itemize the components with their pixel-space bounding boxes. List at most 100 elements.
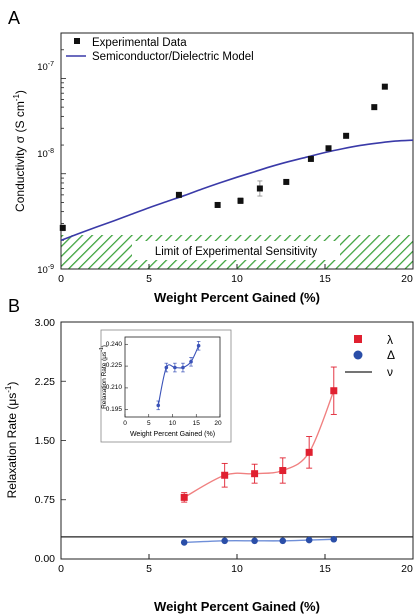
experimental-marker	[59, 224, 66, 231]
delta-marker	[305, 536, 313, 544]
sensitivity-label-box	[132, 241, 340, 260]
lambda-data-point	[180, 492, 188, 503]
experimental-data-point	[343, 132, 350, 139]
panel-a-x-tick-label: 0	[58, 273, 64, 285]
panel-a: A Limit of Experimental Sensitivity 0 5 …	[8, 8, 414, 305]
experimental-marker	[307, 155, 314, 162]
inset-x-tick-labels: 0 5 10 15 20	[123, 420, 222, 427]
model-curve	[61, 139, 413, 242]
experimental-marker	[237, 197, 244, 204]
panel-b-y-tick-label: 3.00	[35, 317, 56, 329]
panel-b-y-ticks	[61, 321, 66, 560]
lambda-marker	[305, 448, 313, 456]
lambda-data-point	[305, 436, 313, 469]
panel-b-y-tick-label: 0.75	[35, 494, 56, 506]
experimental-data-point	[283, 178, 290, 185]
legend-label-model: Semiconductor/Dielectric Model	[92, 51, 254, 63]
inset-data-point	[164, 362, 169, 373]
lambda-marker	[221, 471, 229, 479]
experimental-data-point	[175, 191, 182, 198]
experimental-data-point	[214, 201, 221, 208]
panel-a-frame	[60, 32, 414, 270]
panel-b-x-tick-label: 20	[401, 563, 413, 575]
experimental-marker	[214, 201, 221, 208]
panel-a-label: A	[8, 8, 20, 28]
experimental-data-point	[59, 224, 66, 232]
inset-x-tick-label: 20	[214, 420, 222, 427]
experimental-data-points	[59, 83, 388, 232]
inset-x-tick-label: 5	[147, 420, 151, 427]
inset-background	[100, 329, 232, 443]
inset-ticks	[124, 343, 221, 417]
delta-marker	[251, 537, 258, 545]
panel-b-x-ticks	[60, 554, 414, 559]
inset-data-point	[196, 341, 201, 351]
inset-y-tick-label: 0.225	[106, 362, 123, 369]
panel-a-y-tick-label: 10-8	[37, 148, 54, 160]
inset-x-tick-label: 15	[193, 420, 201, 427]
experimental-data-point	[307, 155, 314, 162]
panel-b-y-tick-labels: 0.00 0.75 1.50 2.25 3.00	[35, 317, 56, 565]
delta-marker	[279, 537, 287, 545]
inset-marker	[156, 403, 161, 408]
panel-b-x-tick-label: 0	[58, 563, 64, 575]
panel-b-y-tick-label: 2.25	[35, 376, 56, 388]
experimental-marker	[283, 178, 290, 185]
inset-x-tick-label: 0	[123, 420, 127, 427]
panel-a-y-axis-label: Conductivity σ (S cm-1)	[12, 90, 27, 212]
sensitivity-label: Limit of Experimental Sensitivity	[155, 246, 318, 258]
experimental-marker	[175, 191, 182, 198]
experimental-marker	[325, 145, 332, 152]
inset-y-tick-label: 0.195	[106, 406, 123, 413]
legend-label-experimental: Experimental Data	[92, 37, 187, 49]
panel-a-x-ticks	[60, 264, 414, 269]
panel-b-x-tick-label: 10	[231, 563, 243, 575]
lambda-marker	[251, 470, 259, 478]
experimental-data-point	[256, 180, 263, 197]
panel-b: B 0 5 10 15 20 0.00 0.75 1.50 2.25 3.00 …	[4, 296, 414, 614]
lambda-marker	[330, 387, 338, 395]
inset-marker	[181, 365, 185, 370]
inset-y-axis-label: Relaxation Rate (μs-1)	[99, 345, 108, 409]
inset-y-tick-label: 0.240	[106, 341, 123, 348]
delta-marker	[221, 537, 228, 545]
experimental-marker	[256, 185, 263, 192]
inset-y-tick-label: 0.210	[106, 384, 123, 391]
experimental-data-point	[381, 83, 388, 90]
lambda-data-point	[251, 463, 259, 484]
panel-a-x-tick-label: 20	[401, 273, 413, 285]
inset-x-tick-label: 10	[169, 420, 177, 427]
panel-b-x-tick-label: 15	[319, 563, 331, 575]
inset-data-point	[189, 357, 193, 367]
panel-a-legend: Experimental Data Semiconductor/Dielectr…	[66, 37, 254, 63]
lambda-data-point	[221, 462, 229, 488]
delta-marker	[330, 535, 338, 543]
inset-marker	[189, 359, 193, 364]
panel-b-x-tick-label: 5	[146, 563, 152, 575]
inset-chart: 0 5 10 15 20 0.195 0.210 0.225 0.240 Wei…	[99, 329, 232, 443]
panel-a-y-ticks	[61, 32, 66, 270]
inset-marker	[196, 343, 201, 348]
experimental-data-point	[325, 145, 332, 152]
panel-a-x-tick-labels: 0 5 10 15 20	[58, 273, 413, 285]
delta-marker	[180, 539, 188, 546]
panel-a-x-tick-label: 15	[319, 273, 331, 285]
panel-b-y-tick-label: 0.00	[35, 553, 56, 565]
inset-data-point	[156, 400, 161, 411]
panel-b-x-tick-labels: 0 5 10 15 20	[58, 563, 413, 575]
lambda-data-point	[330, 366, 338, 415]
legend-marker-lambda	[354, 335, 362, 343]
legend-marker-delta	[353, 350, 363, 360]
panel-a-y-tick-labels: 10-7 10-8 10-9	[37, 61, 54, 276]
panel-b-label: B	[8, 296, 20, 316]
lambda-marker	[180, 493, 188, 501]
experimental-marker	[371, 104, 378, 111]
experimental-marker	[343, 132, 350, 139]
legend-label-delta: Δ	[387, 348, 395, 362]
panel-b-data-points	[180, 366, 338, 546]
experimental-data-point	[371, 104, 378, 111]
lambda-data-point	[279, 457, 287, 484]
panel-b-legend: λ Δ ν	[345, 333, 395, 379]
inset-marker	[164, 365, 169, 370]
